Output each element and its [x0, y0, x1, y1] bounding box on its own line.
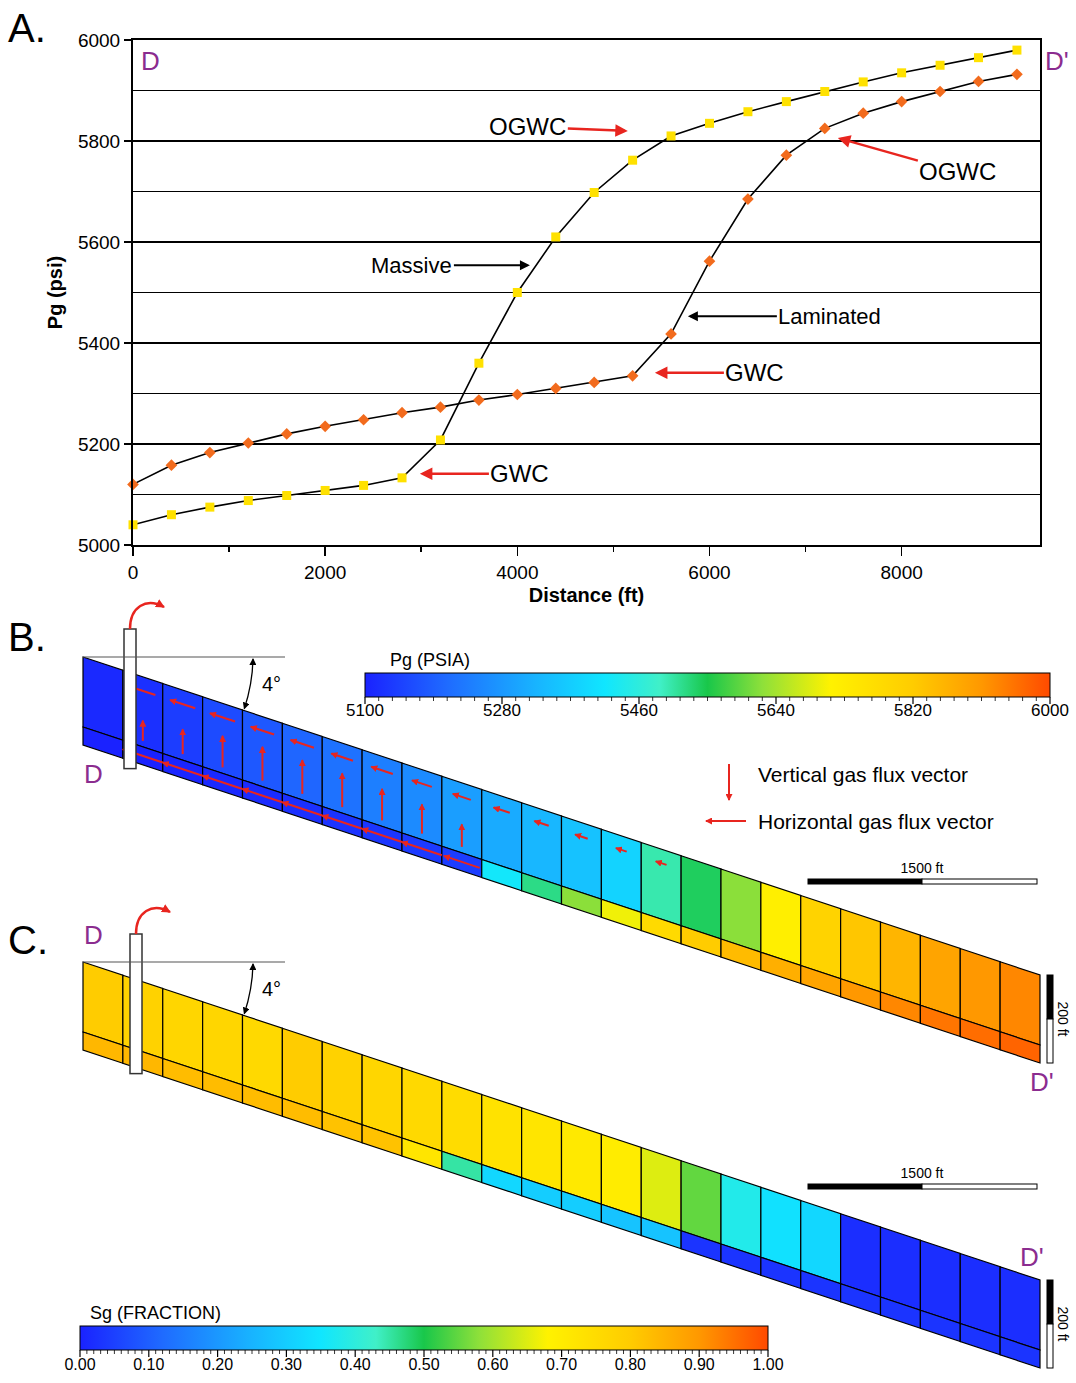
svg-text:1.00: 1.00 — [752, 1356, 783, 1373]
svg-text:5640: 5640 — [757, 701, 795, 720]
svg-text:0.20: 0.20 — [202, 1356, 233, 1373]
svg-text:1500 ft: 1500 ft — [901, 860, 944, 876]
svg-text:5280: 5280 — [483, 701, 521, 720]
svg-text:OGWC: OGWC — [489, 113, 566, 140]
svg-text:GWC: GWC — [490, 460, 549, 487]
svg-text:Sg (FRACTION): Sg (FRACTION) — [90, 1303, 221, 1323]
svg-text:5800: 5800 — [78, 131, 120, 152]
svg-text:5000: 5000 — [78, 535, 120, 556]
svg-text:Distance (ft): Distance (ft) — [529, 584, 645, 606]
svg-text:1500 ft: 1500 ft — [901, 1165, 944, 1181]
svg-text:6000: 6000 — [688, 562, 730, 583]
svg-text:C.: C. — [8, 918, 48, 962]
svg-text:GWC: GWC — [725, 359, 784, 386]
svg-text:Horizontal gas flux vector: Horizontal gas flux vector — [758, 810, 994, 833]
svg-text:D: D — [84, 759, 103, 789]
svg-text:6000: 6000 — [1031, 701, 1069, 720]
svg-text:OGWC: OGWC — [919, 158, 996, 185]
svg-text:D': D' — [1030, 1067, 1054, 1097]
svg-text:0.60: 0.60 — [477, 1356, 508, 1373]
svg-text:0.40: 0.40 — [340, 1356, 371, 1373]
svg-text:4000: 4000 — [496, 562, 538, 583]
svg-text:5400: 5400 — [78, 333, 120, 354]
svg-text:D: D — [84, 920, 103, 950]
svg-text:Massive: Massive — [371, 253, 452, 278]
svg-text:Laminated: Laminated — [778, 304, 881, 329]
svg-text:5820: 5820 — [894, 701, 932, 720]
svg-text:200 ft: 200 ft — [1055, 1001, 1071, 1036]
svg-text:0: 0 — [128, 562, 139, 583]
svg-text:200 ft: 200 ft — [1055, 1306, 1071, 1341]
svg-text:D: D — [141, 46, 160, 76]
svg-text:4°: 4° — [262, 673, 281, 695]
svg-text:2000: 2000 — [304, 562, 346, 583]
svg-text:Pg (psi): Pg (psi) — [44, 256, 66, 329]
svg-text:0.00: 0.00 — [64, 1356, 95, 1373]
svg-text:D': D' — [1045, 46, 1069, 76]
svg-text:5200: 5200 — [78, 434, 120, 455]
svg-text:4°: 4° — [262, 978, 281, 1000]
svg-text:5600: 5600 — [78, 232, 120, 253]
svg-text:0.30: 0.30 — [271, 1356, 302, 1373]
svg-text:Vertical gas flux vector: Vertical gas flux vector — [758, 763, 968, 786]
svg-text:B.: B. — [8, 615, 46, 659]
svg-text:Pg (PSIA): Pg (PSIA) — [390, 650, 470, 670]
svg-text:0.50: 0.50 — [408, 1356, 439, 1373]
svg-text:A.: A. — [8, 6, 46, 50]
svg-text:5460: 5460 — [620, 701, 658, 720]
svg-text:8000: 8000 — [880, 562, 922, 583]
svg-text:6000: 6000 — [78, 30, 120, 51]
svg-text:0.10: 0.10 — [133, 1356, 164, 1373]
svg-text:0.80: 0.80 — [615, 1356, 646, 1373]
svg-text:0.70: 0.70 — [546, 1356, 577, 1373]
svg-text:0.90: 0.90 — [684, 1356, 715, 1373]
svg-text:5100: 5100 — [346, 701, 384, 720]
svg-text:D': D' — [1020, 1242, 1044, 1272]
